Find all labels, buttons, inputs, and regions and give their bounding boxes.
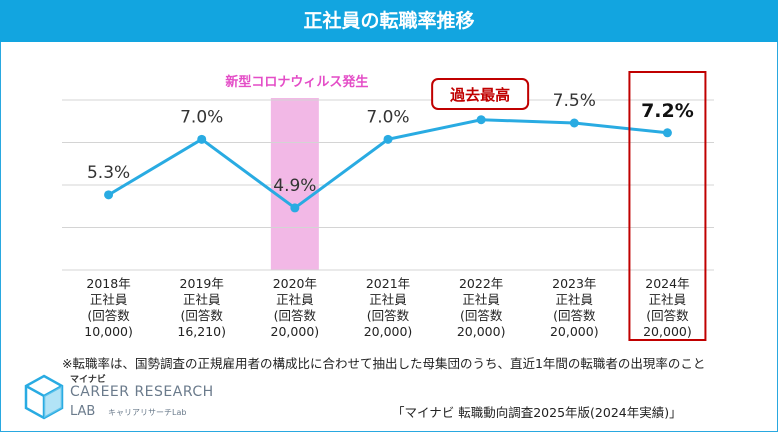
data-label: 7.0% — [366, 107, 409, 127]
category-label: (回答数 — [181, 308, 224, 323]
data-label: 7.2% — [641, 100, 694, 122]
logo-line1: CAREER RESEARCH — [70, 384, 214, 400]
career-research-lab-logo: マイナビ CAREER RESEARCH LAB キャリアリサーチLab — [22, 372, 213, 426]
data-label: 5.3% — [87, 163, 130, 183]
record-high-callout-box — [431, 78, 530, 110]
category-label: 2020年 — [273, 276, 317, 291]
category-label: 20,000) — [550, 324, 599, 339]
covid-band-label: 新型コロナウィルス発生 — [225, 74, 368, 90]
category-label: 2019年 — [180, 276, 224, 291]
category-label: 正社員 — [369, 292, 407, 307]
category-label: (回答数 — [87, 308, 130, 323]
category-label: 2021年 — [366, 276, 410, 291]
record-high-callout-label: 過去最高 — [449, 86, 510, 104]
data-point — [662, 128, 672, 138]
data-point — [569, 118, 579, 128]
data-label: 7.0% — [180, 107, 223, 127]
category-label: (回答数 — [553, 308, 596, 323]
category-label: (回答数 — [367, 308, 410, 323]
category-label: 16,210) — [177, 324, 226, 339]
category-label: 2018年 — [86, 276, 130, 291]
chart-title: 正社員の転職率推移 — [303, 10, 475, 32]
category-label: 10,000) — [84, 324, 133, 339]
latest-year-highlight-box — [628, 71, 707, 341]
covid-highlight-band — [270, 98, 319, 270]
data-point — [383, 134, 393, 144]
category-label: 正社員 — [183, 292, 221, 307]
title-bar: 正社員の転職率推移 — [0, 0, 778, 42]
category-label: 2024年 — [645, 276, 689, 291]
series-line — [107, 118, 668, 210]
logo-brand: マイナビ — [70, 375, 106, 385]
category-label: 2023年 — [552, 276, 596, 291]
source-citation: 「マイナビ 転職動向調査2025年版(2024年実績)」 — [392, 405, 682, 420]
data-label: 4.9% — [273, 176, 316, 196]
logo-line2: LAB — [70, 404, 96, 419]
category-label: 正社員 — [90, 292, 128, 307]
category-label: (回答数 — [274, 308, 317, 323]
data-label: 7.5% — [553, 91, 596, 111]
cube-logo-icon — [24, 374, 64, 420]
data-point — [104, 190, 114, 200]
category-label: 正社員 — [276, 292, 314, 307]
category-label: 正社員 — [649, 292, 687, 307]
category-label: 20,000) — [457, 324, 506, 339]
category-label: 2022年 — [459, 276, 503, 291]
data-point — [290, 203, 300, 213]
category-label: 20,000) — [271, 324, 320, 339]
category-label: (回答数 — [460, 308, 503, 323]
logo-sub: キャリアリサーチLab — [108, 408, 187, 417]
data-point — [476, 115, 486, 125]
footnote: ※転職率は、国勢調査の正規雇用者の構成比に合わせて抽出した母集団のうち、直近1年… — [62, 356, 706, 371]
category-label: (回答数 — [646, 308, 689, 323]
category-label: 20,000) — [643, 324, 692, 339]
category-label: 正社員 — [556, 292, 594, 307]
category-label: 正社員 — [462, 292, 500, 307]
category-label: 20,000) — [364, 324, 413, 339]
data-point — [197, 134, 207, 144]
